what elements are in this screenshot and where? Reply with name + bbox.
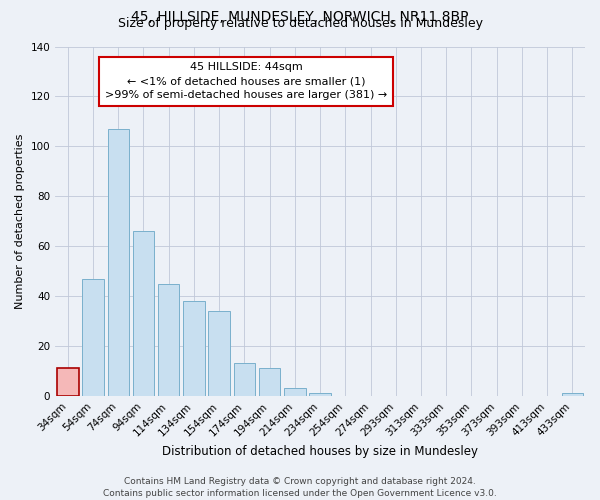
Text: 45, HILLSIDE, MUNDESLEY, NORWICH, NR11 8BP: 45, HILLSIDE, MUNDESLEY, NORWICH, NR11 8… (131, 10, 469, 24)
Bar (562, 394, 583, 396)
Text: Contains HM Land Registry data © Crown copyright and database right 2024.
Contai: Contains HM Land Registry data © Crown c… (103, 476, 497, 498)
Bar (259, 368, 280, 396)
Bar (57, 368, 79, 396)
Bar (82, 278, 104, 396)
Bar (208, 311, 230, 396)
Bar (133, 231, 154, 396)
Y-axis label: Number of detached properties: Number of detached properties (15, 134, 25, 309)
Bar (310, 394, 331, 396)
Bar (233, 364, 255, 396)
Text: 45 HILLSIDE: 44sqm
← <1% of detached houses are smaller (1)
>99% of semi-detache: 45 HILLSIDE: 44sqm ← <1% of detached hou… (105, 62, 387, 100)
Text: Size of property relative to detached houses in Mundesley: Size of property relative to detached ho… (118, 18, 482, 30)
Bar (107, 129, 129, 396)
Bar (183, 301, 205, 396)
Bar (158, 284, 179, 396)
Bar (284, 388, 305, 396)
X-axis label: Distribution of detached houses by size in Mundesley: Distribution of detached houses by size … (162, 444, 478, 458)
